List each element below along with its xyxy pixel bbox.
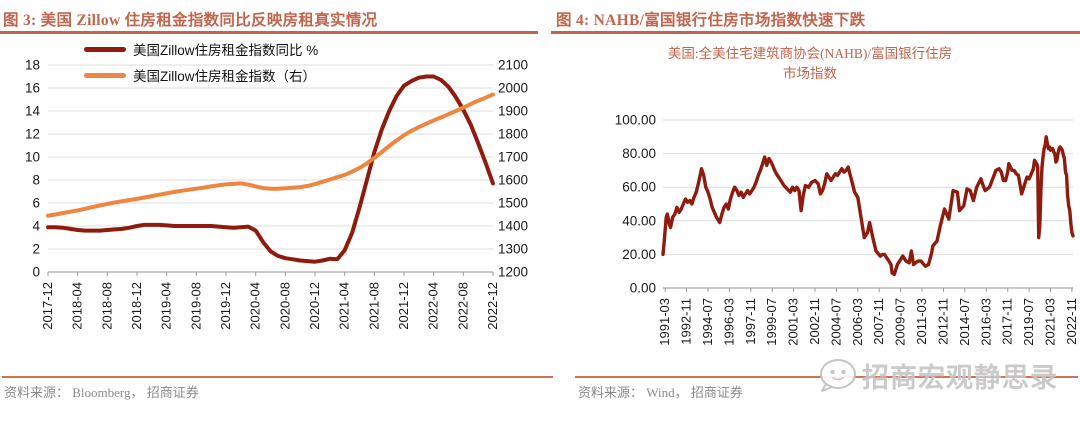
watermark-text: 招商宏观静思录 <box>862 363 1058 393</box>
svg-text:1800: 1800 <box>498 127 528 142</box>
figure3-title: 图 3: 美国 Zillow 住房租金指数同比反映房租真实情况 <box>3 12 378 29</box>
svg-text:20.00: 20.00 <box>622 247 656 262</box>
svg-text:0.00: 0.00 <box>630 281 656 296</box>
svg-text:2019-08: 2019-08 <box>188 282 203 330</box>
svg-text:2000: 2000 <box>498 81 528 96</box>
figure3-source-note: 资料来源： Bloomberg， 招商证券 <box>4 385 199 400</box>
svg-text:2018-12: 2018-12 <box>129 282 144 330</box>
legend-label: 美国Zillow住房租金指数同比 % <box>133 43 319 58</box>
svg-text:2020-12: 2020-12 <box>307 282 322 330</box>
svg-text:2021-03: 2021-03 <box>1043 298 1058 346</box>
figure3-source-rule <box>2 376 553 378</box>
wechat-chat-bubble-face-icon <box>820 358 856 392</box>
svg-text:2021-04: 2021-04 <box>337 282 352 330</box>
figure4-subtitle-line2: 市场指数 <box>783 66 837 81</box>
legend-label: 美国Zillow住房租金指数（右） <box>133 69 317 84</box>
svg-text:1200: 1200 <box>498 265 528 280</box>
svg-text:2018-08: 2018-08 <box>99 282 114 330</box>
svg-text:1400: 1400 <box>498 219 528 234</box>
svg-text:0: 0 <box>32 265 40 280</box>
figure4-subtitle-line1: 美国:全美住宅建筑商协会(NAHB)/富国银行住房 <box>667 46 953 61</box>
svg-text:2021-12: 2021-12 <box>396 282 411 330</box>
svg-text:2019-07: 2019-07 <box>1021 298 1036 346</box>
svg-text:2006-03: 2006-03 <box>850 298 865 346</box>
svg-text:100.00: 100.00 <box>615 113 656 128</box>
figure4-source-note: 资料来源： Wind， 招商证券 <box>578 385 743 400</box>
legend-line-swatch-yoy <box>84 46 126 52</box>
svg-text:2022-04: 2022-04 <box>426 282 441 330</box>
svg-text:4: 4 <box>32 219 40 234</box>
svg-text:18: 18 <box>25 58 40 73</box>
svg-text:2009-07: 2009-07 <box>893 298 908 346</box>
svg-text:2100: 2100 <box>498 58 528 73</box>
svg-text:40.00: 40.00 <box>622 213 656 228</box>
figure4-title-rule <box>551 31 1080 34</box>
svg-text:1900: 1900 <box>498 104 528 119</box>
chart-zillow-rent-index: 0 1200 2 1300 4 1400 6 1500 8 1600 10 1700 12 1800 14 1… <box>25 58 528 330</box>
chart-nahb-housing-index: 0.00 20.00 40.00 60.00 80.00 100.00 1991-03 199… <box>615 113 1079 346</box>
svg-text:2021-08: 2021-08 <box>366 282 381 330</box>
figure3-title-rule <box>0 31 538 34</box>
svg-text:2017-12: 2017-12 <box>40 282 55 330</box>
svg-text:1996-03: 1996-03 <box>721 298 736 346</box>
svg-text:2020-04: 2020-04 <box>248 282 263 330</box>
svg-text:2022-08: 2022-08 <box>455 282 470 330</box>
svg-text:6: 6 <box>32 196 40 211</box>
svg-text:2012-11: 2012-11 <box>935 298 950 345</box>
svg-text:10: 10 <box>25 150 40 165</box>
svg-text:8: 8 <box>32 173 40 188</box>
svg-text:2019-12: 2019-12 <box>218 282 233 330</box>
svg-text:1700: 1700 <box>498 150 528 165</box>
svg-text:2020-08: 2020-08 <box>277 282 292 330</box>
svg-text:2016-03: 2016-03 <box>978 298 993 346</box>
svg-text:1600: 1600 <box>498 173 528 188</box>
svg-text:14: 14 <box>25 104 41 119</box>
svg-text:2018-04: 2018-04 <box>70 282 85 330</box>
svg-text:1500: 1500 <box>498 196 528 211</box>
svg-text:2007-11: 2007-11 <box>871 298 886 345</box>
svg-text:12: 12 <box>25 127 40 142</box>
svg-text:2011-03: 2011-03 <box>914 298 929 345</box>
svg-text:1991-03: 1991-03 <box>657 298 672 346</box>
legend-line-swatch-index <box>84 72 126 78</box>
svg-text:2001-03: 2001-03 <box>786 298 801 346</box>
svg-text:2019-04: 2019-04 <box>159 282 174 330</box>
svg-text:1300: 1300 <box>498 242 528 257</box>
figure3-legend: 美国Zillow住房租金指数同比 % 美国Zillow住房租金指数（右） <box>84 39 318 85</box>
svg-text:2022-12: 2022-12 <box>485 282 500 330</box>
svg-text:2014-07: 2014-07 <box>957 298 972 346</box>
svg-text:1997-11: 1997-11 <box>743 298 758 345</box>
svg-text:1992-11: 1992-11 <box>679 298 694 345</box>
svg-text:1999-07: 1999-07 <box>764 298 779 346</box>
svg-text:2017-11: 2017-11 <box>1000 298 1015 345</box>
svg-text:1994-07: 1994-07 <box>700 298 715 346</box>
figure4-title: 图 4: NAHB/富国银行住房市场指数快速下跌 <box>556 12 866 29</box>
legend-item: 美国Zillow住房租金指数（右） <box>84 65 318 85</box>
watermark: 招商宏观静思录 <box>818 356 1058 395</box>
svg-text:2022-11: 2022-11 <box>1064 298 1079 345</box>
svg-text:60.00: 60.00 <box>622 180 656 195</box>
legend-item: 美国Zillow住房租金指数同比 % <box>84 39 318 59</box>
svg-text:2004-07: 2004-07 <box>828 298 843 346</box>
svg-text:2: 2 <box>32 242 40 257</box>
svg-text:2002-11: 2002-11 <box>807 298 822 345</box>
svg-text:80.00: 80.00 <box>622 146 656 161</box>
svg-text:16: 16 <box>25 81 40 96</box>
